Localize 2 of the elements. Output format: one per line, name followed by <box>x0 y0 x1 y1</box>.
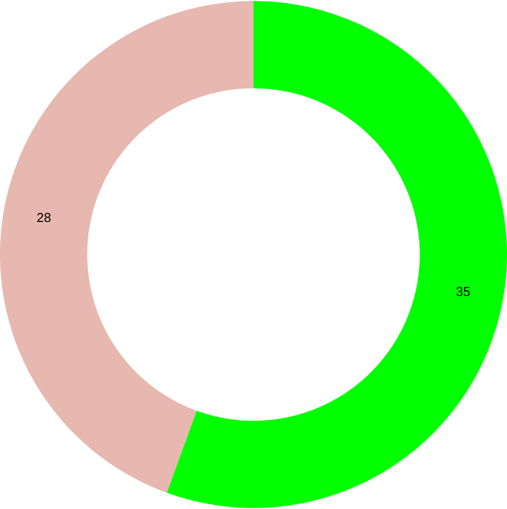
data-label: 35 <box>456 284 470 299</box>
data-label: 28 <box>36 210 52 226</box>
